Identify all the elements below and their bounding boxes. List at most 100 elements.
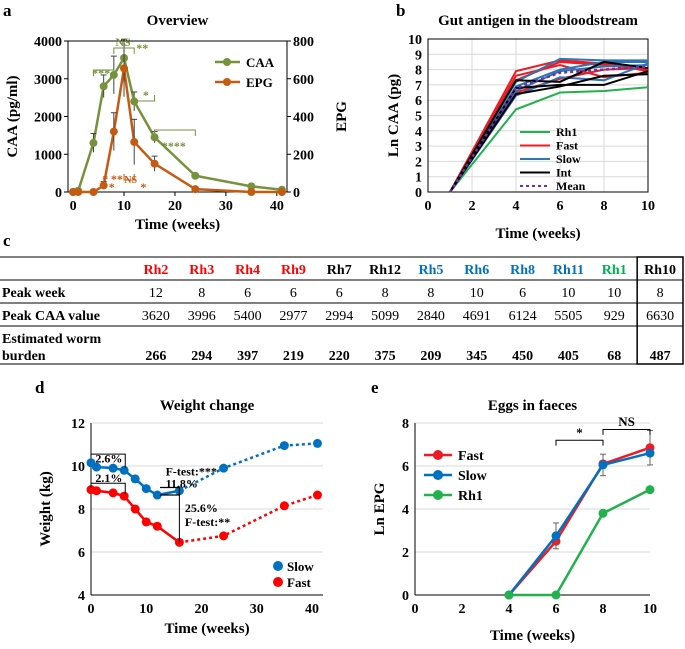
table-cell: 220 [329, 349, 350, 364]
table-header-cell: Rh4 [235, 263, 260, 278]
table-cell: 6 [336, 286, 343, 301]
data-point-Fast [108, 488, 118, 498]
table-cell: 5400 [234, 309, 262, 324]
y-tick-label: 4 [78, 589, 85, 604]
table-cell: 10 [561, 286, 575, 301]
y-tick-label: 4 [402, 503, 409, 518]
table-cell: 68 [607, 349, 621, 364]
x-tick-label: 2 [459, 602, 466, 617]
annotation-ns: NS [124, 175, 137, 186]
legend-label-Fast: Fast [458, 449, 484, 464]
annotation-sig: * [102, 172, 108, 186]
y-tick-label: 9 [415, 48, 422, 63]
legend-marker [433, 490, 443, 500]
data-point-Fast [141, 517, 151, 527]
annotation-bracket [160, 486, 180, 496]
table-cell: 2840 [417, 309, 445, 324]
x-tick-label: 10 [139, 602, 153, 617]
data-point-Slow [279, 441, 289, 451]
data-point-EPG [130, 137, 139, 146]
x-tick-label: 30 [250, 602, 264, 617]
table-header-cell: Rh9 [281, 263, 306, 278]
y2-axis-label: EPG [334, 101, 350, 132]
data-point-Slow [130, 474, 140, 484]
table-header-cell: Rh8 [510, 263, 535, 278]
table-cell: 487 [650, 349, 671, 364]
x-tick-label: 10 [643, 602, 657, 617]
annotation-text: 2.1% [95, 471, 122, 485]
x-axis-label: Time (weeks) [495, 226, 580, 242]
y-tick-label: 3000 [34, 73, 62, 88]
annotation-sig: * [140, 180, 146, 194]
y-tick-label: 0 [402, 589, 409, 604]
x-tick-label: 40 [305, 602, 319, 617]
panel-label-a: a [3, 1, 12, 20]
legend-label-Fast: Fast [287, 575, 312, 590]
y-tick-label: 12 [71, 417, 85, 432]
plot-frame [427, 38, 649, 193]
series-line-Rh1 [449, 86, 649, 193]
x-axis-label: Time (weeks) [490, 628, 575, 644]
significance-bracket [154, 129, 196, 136]
x-tick-label: 30 [219, 199, 233, 214]
x-tick-label: 10 [641, 199, 655, 214]
table-header-cell: Rh6 [464, 263, 489, 278]
table-cell: 6630 [646, 309, 674, 324]
annotation-text: F-test:** [185, 515, 230, 529]
y-tick-label: 5 [415, 110, 422, 125]
data-point-Fast [279, 501, 289, 511]
table-header-cell: Rh12 [369, 263, 401, 278]
data-point-Slow [141, 484, 151, 494]
table-cell: 8 [382, 286, 389, 301]
highlight-column-frame [636, 256, 684, 365]
y2-tick-label: 0 [293, 186, 300, 201]
annotation-text: 11.8% [166, 477, 198, 491]
table-cell: 8 [198, 286, 205, 301]
table-cell: 5099 [371, 309, 399, 324]
table-cell: 5505 [554, 309, 582, 324]
chart-title: Gut antigen in the bloodstream [438, 13, 638, 29]
y-tick-label: 2 [415, 155, 422, 170]
legend-label-Slow: Slow [287, 559, 314, 574]
y-tick-label: 6 [78, 546, 85, 561]
chart-a: Overview 0 1000 2000 3000 4000 0 200 400 600 800 0 1… [5, 13, 350, 233]
table-header-cell: Rh10 [644, 263, 676, 278]
x-tick-label: 20 [168, 199, 182, 214]
series-line-Int [449, 70, 649, 193]
annotation-ns: NS [618, 414, 635, 429]
data-point-Slow [219, 463, 229, 473]
legend-label-Fast: Fast [556, 139, 578, 153]
table-cell: 4691 [463, 309, 491, 324]
chart-e: Eggs in faeces 0 2 4 6 8 0 2 4 6 8 10 Time (weeks) Ln… [372, 398, 657, 644]
x-tick-label: 2 [469, 199, 476, 214]
table-cell: 450 [512, 349, 533, 364]
data-point-EPG [120, 64, 129, 73]
y-tick-label: 1000 [34, 148, 62, 163]
y-tick-label: 1 [415, 171, 422, 186]
table-cell: 10 [470, 286, 484, 301]
data-point-Fast [312, 490, 322, 500]
annotation-bracket [90, 482, 126, 494]
series-line-Int [449, 60, 649, 193]
significance-bracket [123, 174, 135, 181]
annotation-sig: **** [162, 139, 186, 153]
data-point-Slow [108, 463, 118, 473]
table-cell: 345 [466, 349, 487, 364]
annotation-ns: NS [115, 35, 131, 49]
table-header-cell: Rh11 [553, 263, 584, 278]
table-cell: 6 [244, 286, 251, 301]
x-tick-label: 8 [600, 602, 607, 617]
legend-marker [223, 58, 231, 66]
table-cell: 3620 [142, 309, 170, 324]
annotation-sig: * [109, 180, 115, 194]
x-tick-label: 0 [412, 602, 419, 617]
table-row-label: Peak CAA value [2, 309, 100, 324]
table-header-cell: Rh1 [602, 263, 627, 278]
table-cell: 375 [375, 349, 396, 364]
legend-label-EPG: EPG [246, 75, 273, 90]
annotation-text: 25.6% [185, 501, 218, 515]
legend-label-Slow: Slow [458, 469, 488, 484]
legend-marker [273, 561, 283, 571]
series-line-Slow [508, 451, 651, 596]
